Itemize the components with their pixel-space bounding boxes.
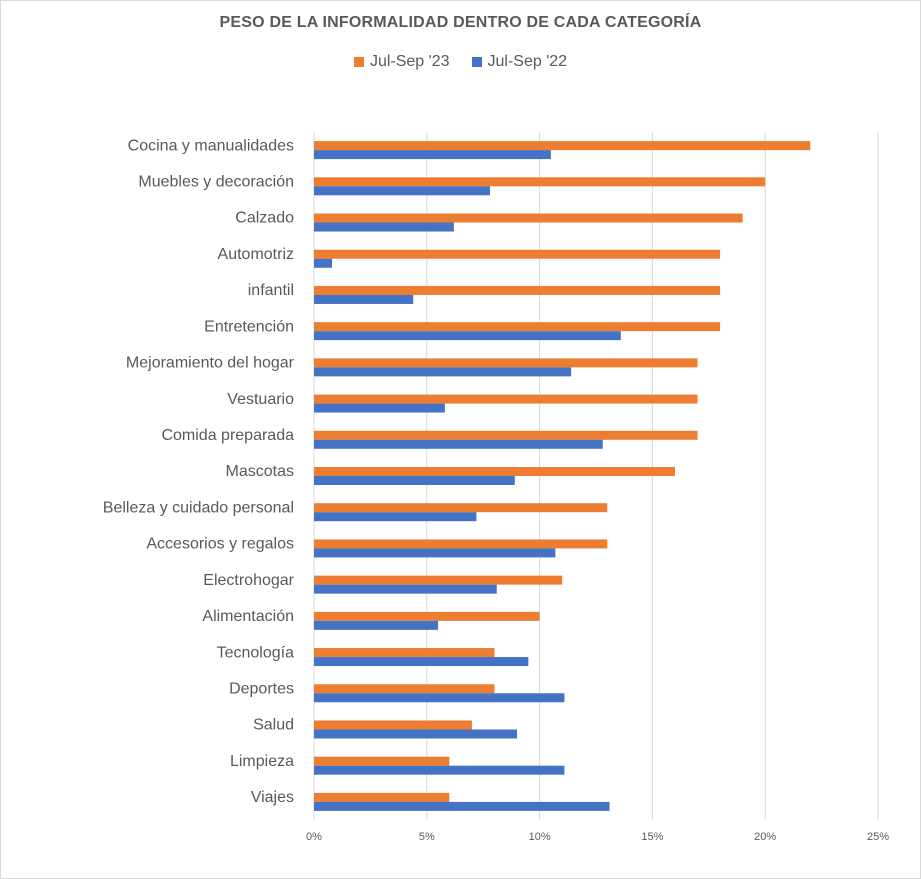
- x-tick-label: 20%: [754, 831, 776, 843]
- category-label: Viajes: [251, 789, 294, 806]
- bar-2023: [314, 358, 698, 368]
- category-label: Vestuario: [227, 391, 294, 408]
- bar-2023: [314, 141, 811, 151]
- category-label: Mascotas: [226, 463, 294, 480]
- category-label: Alimentación: [202, 608, 294, 625]
- legend-label-2023: Jul-Sep '23: [369, 53, 450, 70]
- legend-swatch-2023: [353, 57, 364, 67]
- legend: Jul-Sep '23 Jul-Sep '22: [0, 53, 921, 71]
- bar-2023: [314, 467, 675, 476]
- bar-2023: [314, 756, 450, 766]
- category-label: Mejoramiento del hogar: [126, 355, 295, 372]
- category-label: Tecnología: [217, 644, 294, 661]
- x-tick-label: 15%: [641, 831, 663, 843]
- bar-2023: [314, 213, 743, 223]
- bar-2023: [314, 177, 766, 187]
- x-tick-label: 5%: [419, 831, 435, 843]
- bar-2023: [314, 394, 698, 404]
- bar-2022: [314, 801, 610, 811]
- bar-2022: [314, 258, 333, 268]
- bar-2023: [314, 792, 450, 802]
- bar-2023: [314, 285, 721, 295]
- x-tick-label: 0%: [306, 831, 322, 843]
- bar-2023: [314, 684, 495, 694]
- bar-2022: [314, 294, 414, 304]
- category-label: Belleza y cuidado personal: [103, 499, 294, 516]
- category-label: Limpieza: [230, 753, 294, 770]
- category-label: Deportes: [229, 680, 294, 697]
- bar-2022: [314, 548, 556, 558]
- bar-2022: [314, 657, 529, 667]
- category-label: Accesorios y regalos: [146, 536, 294, 553]
- bar-2022: [314, 222, 454, 232]
- category-labels: Cocina y manualidades Muebles y decoració…: [103, 137, 295, 806]
- category-label: Automotriz: [218, 246, 294, 263]
- category-label: Muebles y decoración: [138, 174, 294, 191]
- bar-2023: [314, 249, 721, 259]
- legend-swatch-2022: [471, 57, 482, 67]
- bar-2022: [314, 476, 515, 485]
- bar-2022: [314, 729, 518, 739]
- category-label: infantil: [248, 282, 294, 299]
- bar-2022: [314, 186, 490, 196]
- chart-title: PESO DE LA INFORMALIDAD DENTRO DE CADA C…: [219, 14, 702, 31]
- bar-2022: [314, 584, 497, 594]
- x-tick-label: 10%: [529, 831, 551, 843]
- bar-2022: [314, 150, 551, 160]
- bar-2022: [314, 620, 439, 630]
- x-tick-label: 25%: [867, 831, 889, 843]
- category-label: Comida preparada: [161, 427, 294, 444]
- category-label: Entretención: [204, 318, 294, 335]
- category-label: Electrohogar: [203, 572, 294, 589]
- bar-2022: [314, 765, 565, 775]
- bar-2023: [314, 430, 698, 440]
- bar-2022: [314, 693, 565, 703]
- legend-label-2022: Jul-Sep '22: [487, 53, 568, 70]
- bar-2022: [314, 331, 621, 341]
- bars: [314, 141, 811, 811]
- category-label: Cocina y manualidades: [128, 137, 294, 154]
- bar-2022: [314, 439, 603, 449]
- bar-2023: [314, 648, 495, 658]
- legend-item-2023: Jul-Sep '23: [353, 53, 450, 71]
- category-label: Calzado: [235, 210, 294, 227]
- bar-2022: [314, 403, 445, 413]
- bar-2022: [314, 367, 572, 377]
- bar-2023: [314, 611, 540, 621]
- legend-item-2022: Jul-Sep '22: [471, 53, 568, 71]
- category-label: Salud: [253, 717, 294, 734]
- bar-2023: [314, 575, 563, 585]
- bar-2023: [314, 503, 608, 513]
- x-tick-labels: 0% 5% 10% 15% 20% 25%: [306, 831, 889, 843]
- bar-2022: [314, 512, 477, 522]
- bar-2023: [314, 539, 608, 549]
- bar-2023: [314, 322, 721, 332]
- bar-2023: [314, 720, 472, 730]
